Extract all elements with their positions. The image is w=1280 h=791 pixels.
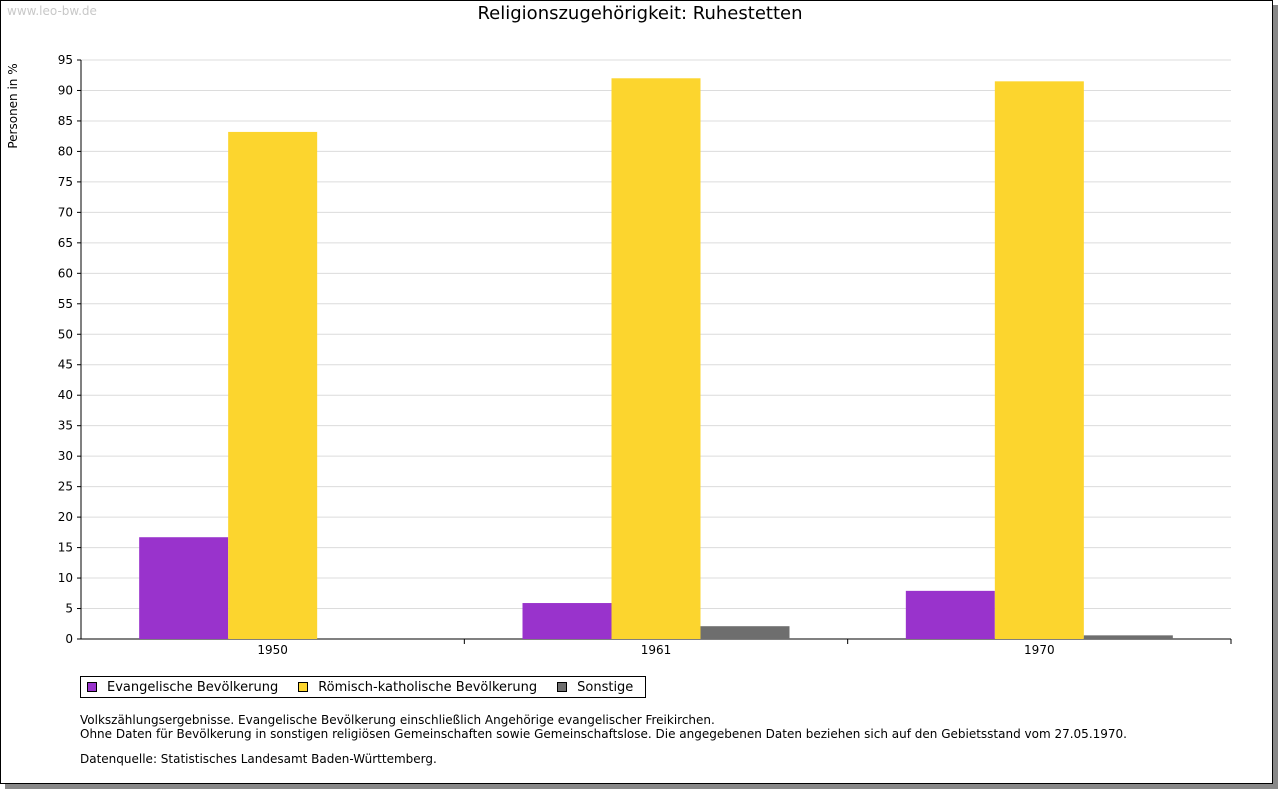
y-tick-label: 50 <box>58 327 73 341</box>
bar-1970-1 <box>994 81 1084 639</box>
y-tick-label: 95 <box>58 53 73 67</box>
legend-swatch-evangelisch <box>87 682 97 692</box>
legend-swatch-katholisch <box>298 682 309 692</box>
y-tick-label: 10 <box>58 571 73 585</box>
x-tick-label: 1950 <box>257 643 288 657</box>
y-tick-label: 55 <box>58 297 73 311</box>
legend-item-katholisch: Römisch-katholische Bevölkerung <box>298 680 537 695</box>
chart-title: Religionszugehörigkeit: Ruhestetten <box>477 3 803 24</box>
bar-1950-1 <box>228 131 318 639</box>
y-tick-label: 60 <box>58 266 73 280</box>
note-line-1: Volkszählungsergebnisse. Evangelische Be… <box>80 713 715 727</box>
y-tick-label: 90 <box>58 83 73 97</box>
y-tick-label: 25 <box>58 480 73 494</box>
y-tick-label: 70 <box>58 205 73 219</box>
y-tick-label: 85 <box>58 114 73 128</box>
y-tick-label: 80 <box>58 144 73 158</box>
bar-1950-0 <box>139 537 229 639</box>
note-line-2: Ohne Daten für Bevölkerung in sonstigen … <box>80 727 1127 741</box>
y-tick-label: 5 <box>65 602 73 616</box>
y-tick-label: 20 <box>58 510 73 524</box>
bar-1961-0 <box>522 603 612 639</box>
x-tick-label: 1961 <box>641 643 672 657</box>
x-tick-label: 1970 <box>1024 643 1055 657</box>
bar-1961-1 <box>611 78 701 640</box>
y-tick-label: 40 <box>58 388 73 402</box>
legend: Evangelische Bevölkerung Römisch-katholi… <box>80 676 647 698</box>
legend-item-evangelisch: Evangelische Bevölkerung <box>87 680 278 695</box>
y-tick-label: 65 <box>58 236 73 250</box>
y-tick-label: 45 <box>58 358 73 372</box>
chart-notes: Volkszählungsergebnisse. Evangelische Be… <box>80 713 1127 741</box>
legend-item-sonstige: Sonstige <box>557 680 633 695</box>
bar-1970-0 <box>905 590 995 639</box>
y-tick-label: 75 <box>58 175 73 189</box>
y-tick-label: 15 <box>58 541 73 555</box>
watermark: www.leo-bw.de <box>7 4 97 18</box>
y-tick-label: 30 <box>58 449 73 463</box>
data-source: Datenquelle: Statistisches Landesamt Bad… <box>80 752 437 766</box>
bar-1970-2 <box>1083 635 1173 639</box>
legend-label-evangelisch: Evangelische Bevölkerung <box>107 679 279 695</box>
y-tick-label: 0 <box>65 632 73 646</box>
legend-label-sonstige: Sonstige <box>577 679 634 695</box>
y-tick-label: 35 <box>58 419 73 433</box>
legend-swatch-sonstige <box>557 682 568 692</box>
bar-1961-2 <box>700 626 790 639</box>
legend-label-katholisch: Römisch-katholische Bevölkerung <box>318 679 538 695</box>
